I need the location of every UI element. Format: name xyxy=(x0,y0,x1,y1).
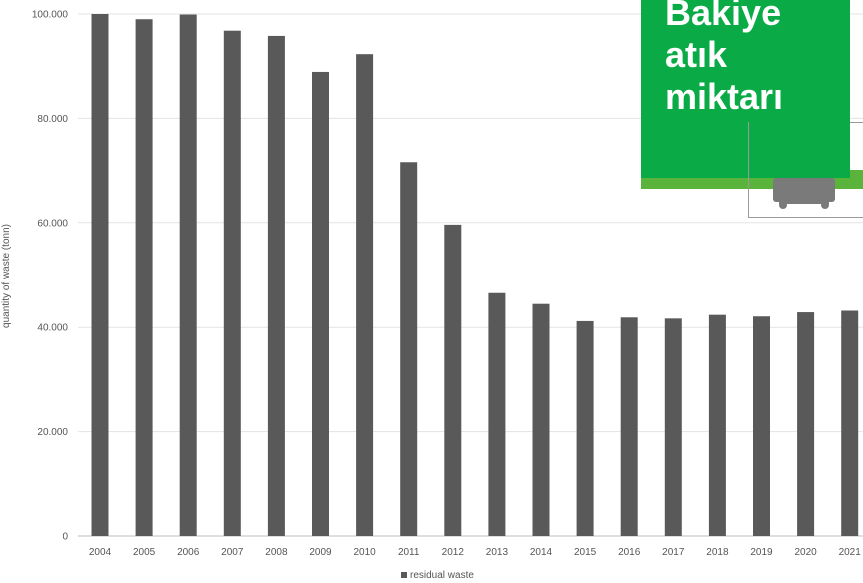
icon-frame-top xyxy=(850,122,863,123)
x-tick-label: 2005 xyxy=(133,547,156,558)
bar-2018 xyxy=(708,314,726,536)
bar-2013 xyxy=(488,292,506,536)
y-tick-label: 60.000 xyxy=(37,218,68,229)
legend: residual waste xyxy=(401,570,474,581)
overlay-title-line-2: atık xyxy=(665,34,728,75)
overlay-title-box: Bakiye atık miktarı xyxy=(641,0,850,178)
waste-bin-icon xyxy=(773,178,835,209)
x-axis: 2004 2005 2006 2007 2008 2009 2010 2011 2012 2013… xyxy=(89,547,861,558)
y-axis: 0 20.000 40.000 60.000 80.000 100.000 xyxy=(32,10,69,543)
legend-swatch xyxy=(401,572,407,578)
bar-2008 xyxy=(267,35,285,536)
bars xyxy=(91,14,859,537)
x-tick-label: 2017 xyxy=(662,547,685,558)
legend-label: residual waste xyxy=(410,570,474,581)
x-tick-label: 2013 xyxy=(486,547,509,558)
x-tick-label: 2004 xyxy=(89,547,112,558)
x-tick-label: 2014 xyxy=(530,547,553,558)
bar-2020 xyxy=(797,312,815,536)
bar-2011 xyxy=(400,162,418,537)
bar-2007 xyxy=(223,30,241,536)
x-tick-label: 2016 xyxy=(618,547,641,558)
x-tick-label: 2007 xyxy=(221,547,244,558)
bar-2015 xyxy=(576,320,594,536)
y-tick-label: 0 xyxy=(62,532,68,543)
overlay-title-line-3: miktarı xyxy=(665,76,784,117)
bar-2012 xyxy=(444,224,462,536)
y-axis-title: quantity of waste (tonn) xyxy=(1,224,12,328)
bar-2017 xyxy=(664,318,682,536)
x-tick-label: 2019 xyxy=(750,547,773,558)
x-tick-label: 2018 xyxy=(706,547,729,558)
icon-frame xyxy=(748,122,863,218)
bar-2005 xyxy=(135,19,153,537)
x-tick-label: 2011 xyxy=(398,547,420,558)
y-tick-label: 40.000 xyxy=(37,323,68,334)
y-tick-label: 20.000 xyxy=(37,427,68,438)
title-overlay: Bakiye atık miktarı xyxy=(641,0,863,218)
x-tick-label: 2006 xyxy=(177,547,200,558)
y-tick-label: 80.000 xyxy=(37,114,68,125)
bar-2010 xyxy=(356,54,374,536)
overlay-title-line-1: Bakiye xyxy=(665,0,782,33)
x-tick-label: 2012 xyxy=(442,547,465,558)
bar-2016 xyxy=(620,317,638,536)
bar-2009 xyxy=(312,71,329,536)
bar-2006 xyxy=(179,14,197,537)
bar-2021 xyxy=(841,310,859,536)
x-tick-label: 2020 xyxy=(794,547,817,558)
bar-2019 xyxy=(753,316,770,536)
x-tick-label: 2009 xyxy=(309,547,332,558)
x-tick-label: 2021 xyxy=(839,547,862,558)
x-tick-label: 2015 xyxy=(574,547,597,558)
x-tick-label: 2008 xyxy=(265,547,288,558)
bar-2014 xyxy=(532,303,550,536)
gridlines xyxy=(78,13,863,537)
x-tick-label: 2010 xyxy=(353,547,376,558)
bar-2004 xyxy=(91,14,109,536)
y-tick-label: 100.000 xyxy=(32,10,69,21)
